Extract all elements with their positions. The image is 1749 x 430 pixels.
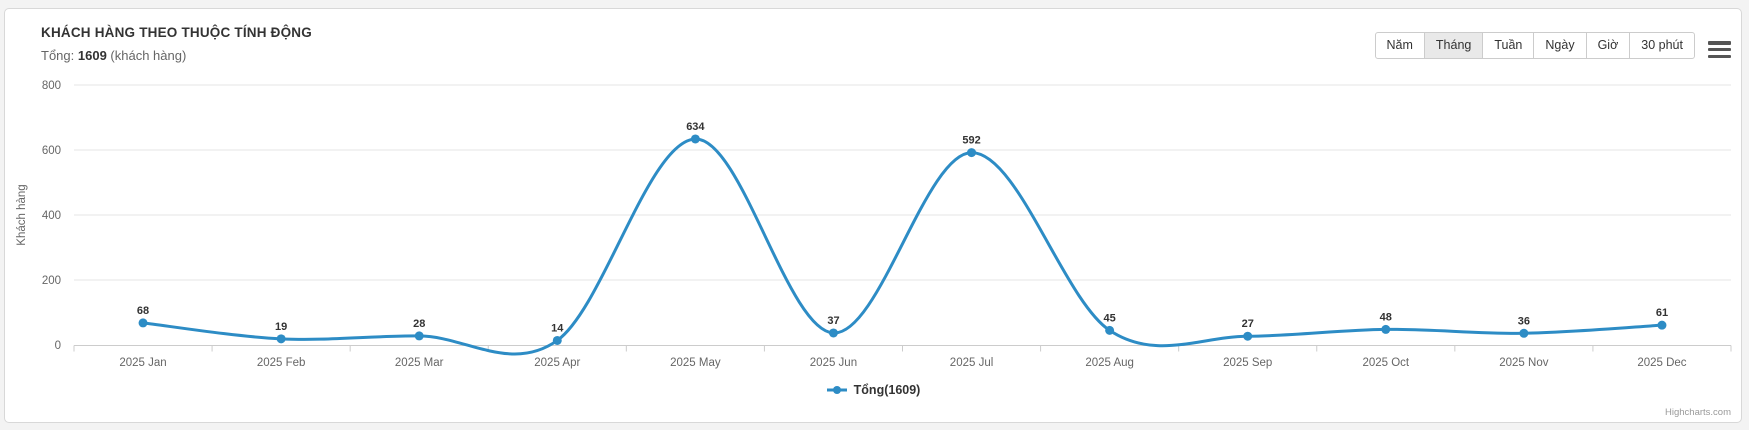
data-point-marker[interactable] (1381, 324, 1391, 334)
burger-bar (1708, 41, 1731, 45)
data-point-marker[interactable] (828, 328, 838, 338)
context-menu-icon[interactable] (1708, 41, 1731, 58)
data-point-label: 68 (137, 305, 149, 317)
chart-title: KHÁCH HÀNG THEO THUỘC TÍNH ĐỘNG (41, 25, 312, 40)
x-axis-label: 2025 Jul (950, 357, 993, 369)
x-axis-label: 2025 Jun (810, 357, 857, 369)
y-axis-label: 800 (42, 80, 61, 92)
range-button-tuan[interactable]: Tuần (1482, 32, 1535, 59)
data-point-marker[interactable] (414, 331, 424, 341)
data-point-marker[interactable] (690, 134, 700, 144)
range-selector: Năm Tháng Tuần Ngày Giờ 30 phút (1374, 32, 1695, 59)
highcharts-credit[interactable]: Highcharts.com (1665, 407, 1731, 418)
data-point-marker[interactable] (138, 318, 148, 328)
x-axis-label: 2025 Aug (1085, 357, 1134, 369)
line-chart: 0 200 400 600 800 Khách hàng 2025 Jan 2025 Feb 2… (16, 80, 1732, 369)
data-point-label: 27 (1242, 318, 1254, 330)
chart-panel: KHÁCH HÀNG THEO THUỘC TÍNH ĐỘNG Tổng: 16… (4, 8, 1742, 423)
subtitle-suffix: (khách hàng) (110, 48, 187, 63)
data-point-marker[interactable] (276, 334, 286, 344)
data-point-marker[interactable] (1519, 328, 1529, 338)
legend-marker-icon (826, 386, 847, 394)
y-axis-label: 600 (42, 145, 61, 157)
data-point-label: 14 (551, 322, 564, 334)
series-line (141, 137, 1664, 356)
data-point-marker[interactable] (1105, 325, 1115, 335)
data-point-marker[interactable] (967, 148, 977, 158)
data-point-label: 37 (827, 315, 839, 327)
x-axis-label: 2025 Jan (119, 357, 166, 369)
data-point-marker[interactable] (1243, 331, 1253, 341)
x-axis-label: 2025 Apr (534, 357, 580, 369)
x-axis-label: 2025 Oct (1362, 357, 1409, 369)
burger-bar (1708, 47, 1731, 52)
chart-header: KHÁCH HÀNG THEO THUỘC TÍNH ĐỘNG Tổng: 16… (41, 25, 312, 63)
data-point-label: 19 (275, 321, 287, 333)
range-button-ngay[interactable]: Ngày (1533, 32, 1587, 59)
data-point-label: 28 (413, 318, 425, 330)
x-axis-label: 2025 Feb (257, 357, 306, 369)
data-point-marker[interactable] (552, 335, 562, 345)
range-button-30-phut[interactable]: 30 phút (1629, 32, 1695, 59)
total-value: 1609 (77, 48, 107, 63)
subtitle-prefix: Tổng: (41, 48, 75, 63)
data-point-label: 48 (1380, 311, 1392, 323)
data-point-label: 634 (686, 121, 705, 133)
data-point-label: 36 (1518, 315, 1530, 327)
range-button-thang[interactable]: Tháng (1423, 32, 1484, 59)
data-point-label: 592 (962, 135, 980, 147)
x-axis-label: 2025 Sep (1223, 357, 1272, 369)
range-button-gio[interactable]: Giờ (1585, 32, 1631, 59)
x-axis-label: 2025 May (670, 357, 721, 369)
data-point-marker[interactable] (1657, 320, 1667, 330)
legend-item[interactable]: Tổng(1609) (5, 383, 1741, 397)
x-axis-label: 2025 Nov (1499, 357, 1548, 369)
y-axis-label: 0 (55, 340, 61, 352)
burger-bar (1708, 54, 1731, 58)
x-axis-label: 2025 Mar (395, 357, 444, 369)
y-axis-title: Khách hàng (16, 184, 28, 245)
range-button-nam[interactable]: Năm (1374, 32, 1425, 59)
legend-label: Tổng(1609) (853, 383, 921, 397)
data-point-label: 45 (1104, 312, 1116, 324)
x-axis-label: 2025 Dec (1637, 357, 1686, 369)
y-axis-label: 400 (42, 210, 61, 222)
chart-subtitle: Tổng: 1609 (khách hàng) (41, 48, 312, 63)
data-point-label: 61 (1656, 307, 1668, 319)
y-axis-label: 200 (42, 275, 61, 287)
